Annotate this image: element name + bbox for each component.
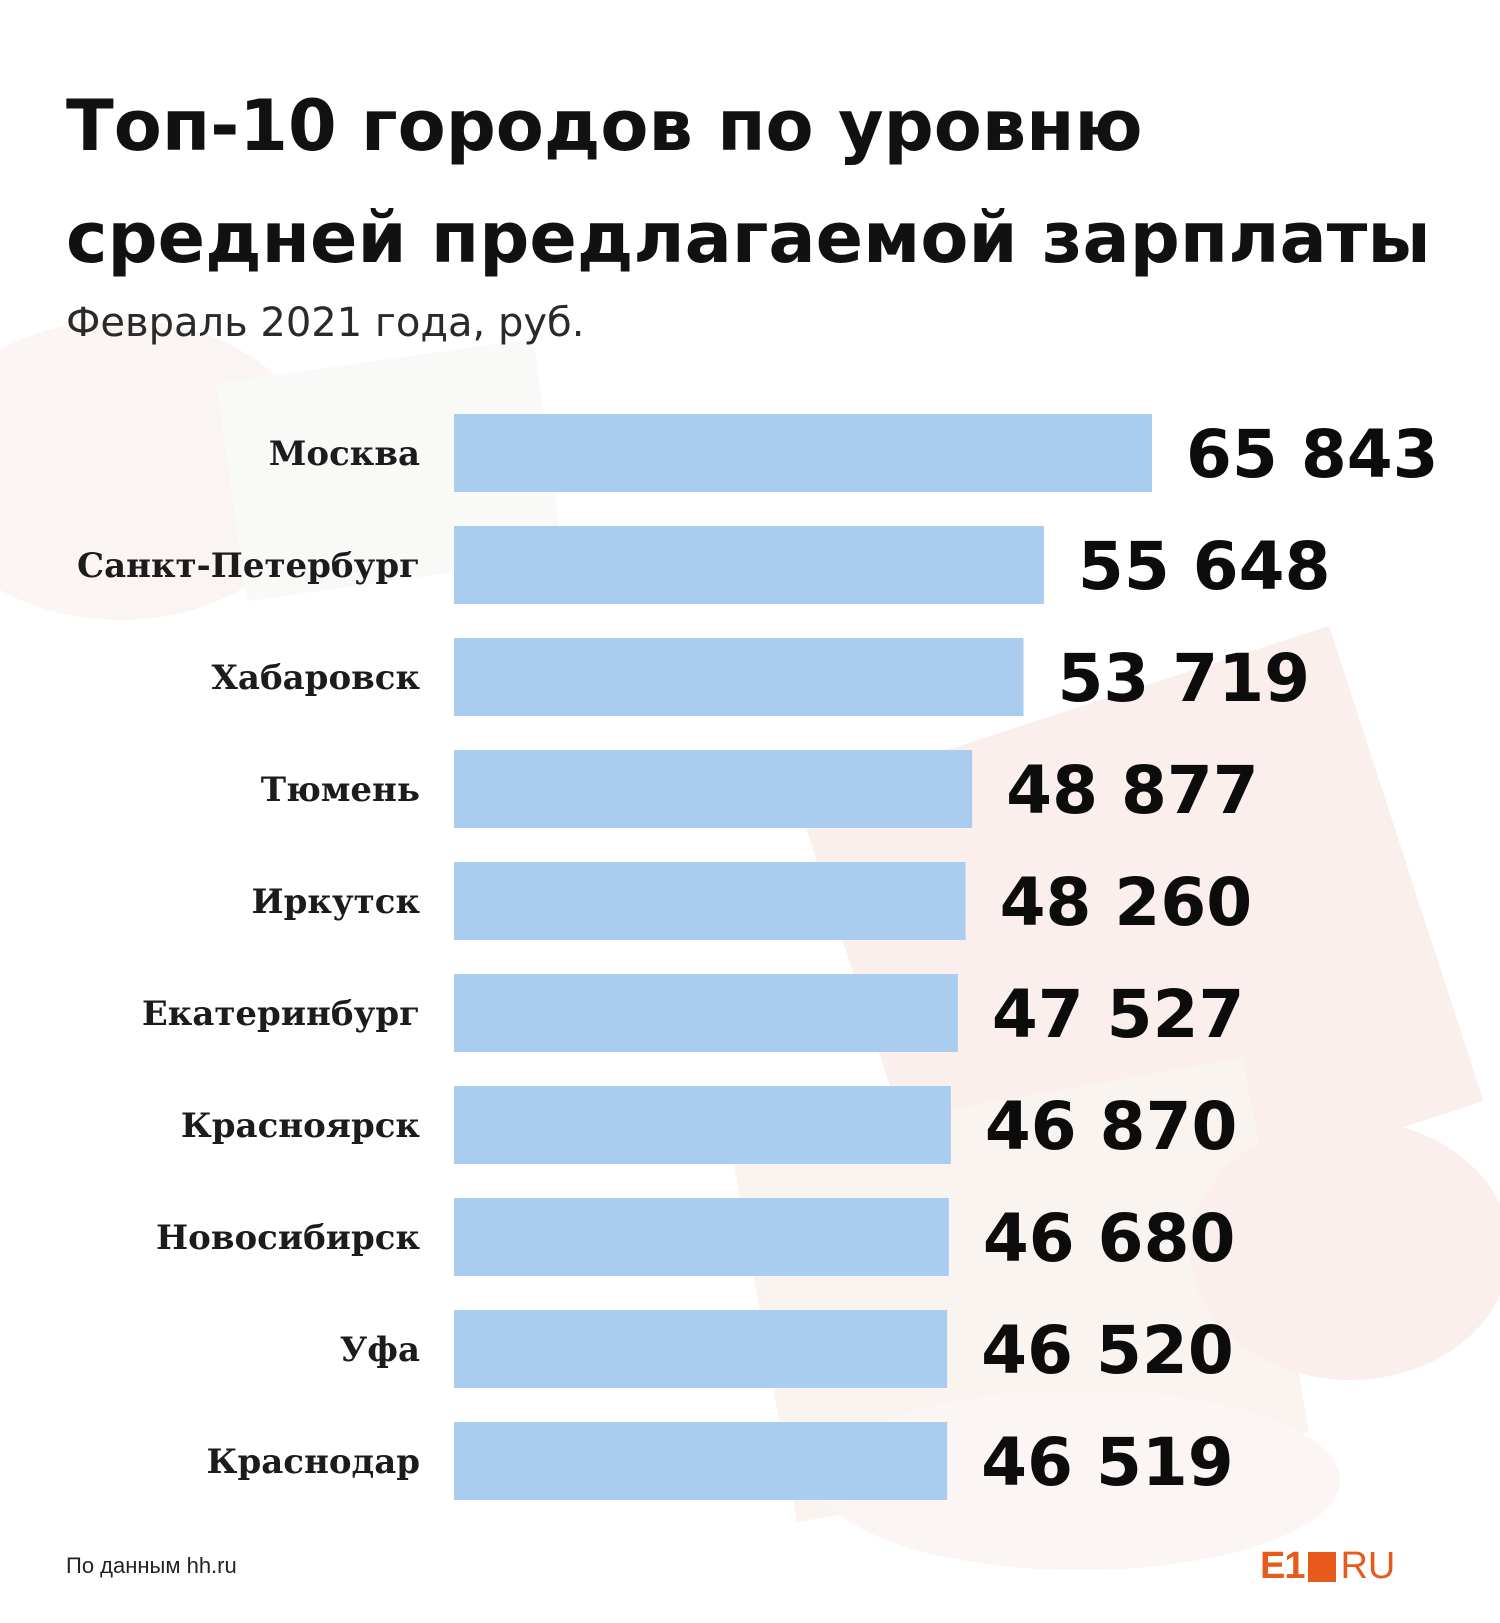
bar-0 — [454, 414, 1152, 492]
source-note: По данным hh.ru — [66, 1553, 237, 1578]
category-label: Иркутск — [251, 882, 420, 922]
value-label: 46 519 — [981, 1424, 1234, 1501]
category-label: Тюмень — [261, 770, 420, 810]
chart-title: Топ-10 городов по уровню средней предлаг… — [66, 70, 1466, 294]
category-label: Москва — [269, 434, 420, 474]
bar-5 — [454, 974, 958, 1052]
bar-3 — [454, 750, 973, 828]
title-line-1: Топ-10 городов по уровню — [66, 85, 1143, 167]
value-label: 46 680 — [983, 1200, 1236, 1277]
value-label: 53 719 — [1057, 640, 1310, 717]
value-label: 46 870 — [985, 1088, 1238, 1165]
value-label: 48 877 — [1006, 752, 1259, 829]
bar-2 — [454, 638, 1024, 716]
value-label: 55 648 — [1078, 528, 1331, 605]
category-label: Краснодар — [207, 1442, 420, 1482]
bar-1 — [454, 526, 1044, 604]
category-label: Красноярск — [181, 1106, 421, 1146]
category-label: Уфа — [340, 1330, 420, 1370]
bar-8 — [454, 1310, 948, 1388]
logo-square-icon — [1308, 1551, 1337, 1582]
value-label: 46 520 — [981, 1312, 1234, 1389]
value-label: 47 527 — [992, 976, 1245, 1053]
e1-logo: E1 RU — [1260, 1545, 1395, 1588]
value-label: 65 843 — [1186, 416, 1439, 493]
title-line-2: средней предлагаемой зарплаты — [66, 197, 1431, 279]
bar-6 — [454, 1086, 951, 1164]
category-label: Санкт-Петербург — [77, 546, 420, 586]
category-label: Новосибирск — [156, 1218, 420, 1258]
logo-ru-text: RU — [1340, 1545, 1396, 1587]
value-label: 48 260 — [1000, 864, 1253, 941]
category-label: Екатеринбург — [142, 994, 420, 1034]
logo-e1-text: E1 — [1260, 1545, 1305, 1587]
bar-7 — [454, 1198, 949, 1276]
bar-9 — [454, 1422, 948, 1500]
bar-4 — [454, 862, 966, 940]
chart-subtitle: Февраль 2021 года, руб. — [66, 300, 585, 346]
category-label: Хабаровск — [212, 658, 421, 698]
